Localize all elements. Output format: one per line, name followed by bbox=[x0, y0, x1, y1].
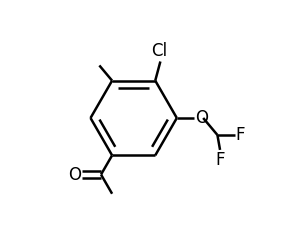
Text: Cl: Cl bbox=[151, 42, 167, 60]
Text: F: F bbox=[215, 151, 225, 169]
Text: F: F bbox=[236, 126, 245, 144]
Text: O: O bbox=[196, 109, 208, 127]
Text: O: O bbox=[68, 165, 81, 184]
